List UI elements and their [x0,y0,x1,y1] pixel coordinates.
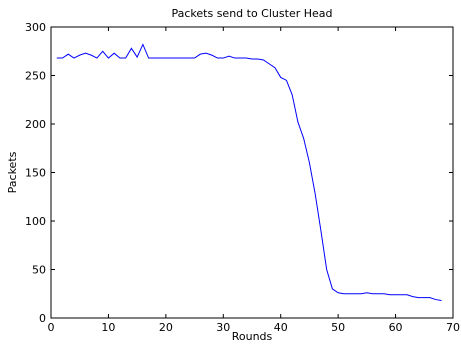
y-tick-label: 0 [39,312,46,325]
x-tick-label: 0 [48,321,55,334]
axis-ticks: 0 10 20 30 40 50 60 70 0 50 100 150 200 250 300 [25,21,460,334]
series-line [56,43,442,302]
chart-title: Packets send to Cluster Head [171,7,332,20]
x-tick-label: 70 [446,321,460,334]
y-tick-label: 300 [25,21,46,34]
x-tick-label: 10 [101,321,115,334]
y-tick-label: 50 [32,264,46,277]
y-tick-label: 150 [25,167,46,180]
y-tick-label: 100 [25,215,46,228]
x-tick-label: 30 [216,321,230,334]
x-tick-label: 40 [274,321,288,334]
x-tick-label: 50 [331,321,345,334]
plot-area [50,26,454,319]
x-tick-label: 20 [159,321,173,334]
y-tick-label: 200 [25,118,46,131]
x-axis-title: Rounds [232,330,273,343]
y-tick-label: 250 [25,70,46,83]
y-axis-title: Packets [6,151,19,193]
x-tick-label: 60 [389,321,403,334]
